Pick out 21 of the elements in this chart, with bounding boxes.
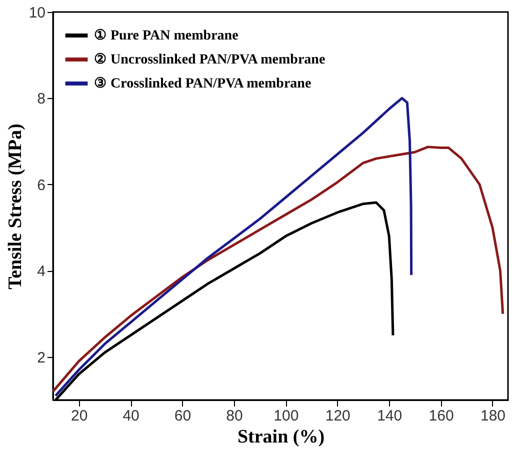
- line-series: [52, 146, 504, 393]
- y-axis-title: Tensile Stress (MPa): [4, 124, 26, 290]
- y-tick-label: 10: [28, 4, 46, 22]
- x-tick-label: 100: [274, 408, 299, 424]
- y-tick-label: 4: [37, 263, 46, 280]
- line-series: [54, 96, 413, 397]
- x-tick-label: 140: [377, 408, 402, 424]
- legend-label: ① Pure PAN membrane: [94, 28, 238, 44]
- x-tick-label: 120: [325, 408, 350, 424]
- x-axis-title: Strain (%): [237, 426, 325, 448]
- y-tick-label: 6: [37, 176, 46, 194]
- y-tick-label: 2: [37, 349, 46, 366]
- legend-label: ② Uncrosslinked PAN/PVA membrane: [94, 52, 326, 68]
- x-tick-label: 40: [122, 408, 140, 424]
- x-tick-label: 180: [480, 408, 506, 424]
- x-tick-label: 160: [428, 408, 454, 424]
- x-tick-label: 60: [174, 408, 192, 424]
- legend-label: ③ Crosslinked PAN/PVA membrane: [94, 76, 312, 92]
- x-tick-label: 20: [71, 408, 88, 424]
- y-tick-label: 8: [37, 90, 46, 108]
- x-tick-label: 80: [226, 408, 243, 424]
